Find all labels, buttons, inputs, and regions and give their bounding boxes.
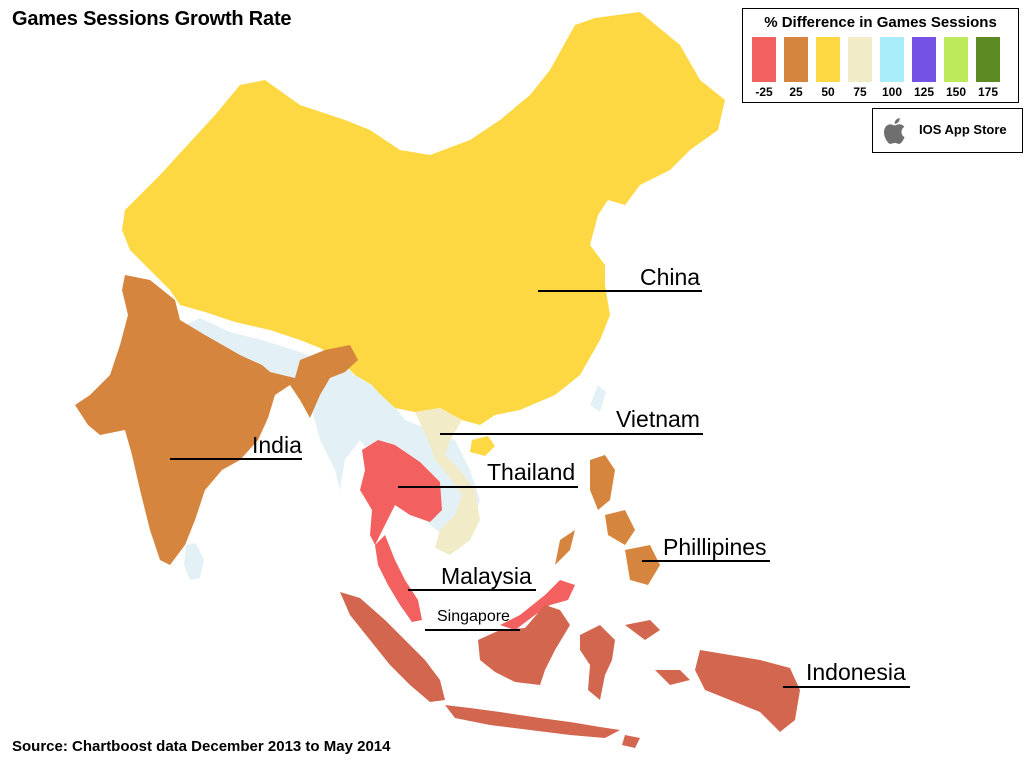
malaysia-borneo-region	[500, 580, 575, 630]
legend-tick-label: 175	[977, 85, 999, 99]
legend-tick-label: 150	[945, 85, 967, 99]
leader-lines	[170, 290, 910, 688]
legend-swatch	[912, 37, 936, 82]
map-title: Games Sessions Growth Rate	[12, 8, 292, 30]
label-indonesia: Indonesia	[806, 659, 906, 685]
apple-icon	[884, 118, 905, 144]
thailand-region	[360, 440, 442, 545]
legend-swatch	[944, 37, 968, 82]
legend-tick-label: 125	[913, 85, 935, 99]
store-label: IOS App Store	[919, 122, 1007, 137]
legend-swatch	[880, 37, 904, 82]
legend-swatch	[752, 37, 776, 82]
phillipines-region	[555, 455, 660, 585]
source-note: Source: Chartboost data December 2013 to…	[12, 738, 391, 755]
legend-title: % Difference in Games Sessions	[764, 14, 997, 31]
legend-ticks: -25 25 50 75 100 125 150 175	[752, 85, 1000, 99]
label-singapore: Singapore	[437, 608, 510, 625]
legend-tick-label: 75	[853, 85, 867, 99]
hainan-region	[470, 436, 495, 456]
legend-tick-label: 100	[881, 85, 903, 99]
malaysia-peninsula-region	[375, 535, 422, 622]
legend-swatch	[976, 37, 1000, 82]
legend-swatch	[848, 37, 872, 82]
china-region	[122, 12, 725, 425]
vietnam-region	[415, 408, 480, 555]
legend-swatches	[752, 37, 1000, 82]
label-phillipines: Phillipines	[663, 534, 767, 560]
legend: % Difference in Games Sessions -25 25 50…	[742, 8, 1019, 103]
label-china: China	[640, 264, 701, 290]
legend-swatch	[816, 37, 840, 82]
legend-tick-label: 50	[821, 85, 835, 99]
label-malaysia: Malaysia	[441, 563, 532, 589]
legend-tick-label: -25	[755, 85, 773, 99]
legend-tick-label: 25	[789, 85, 803, 99]
label-thailand: Thailand	[487, 459, 576, 485]
taiwan	[590, 385, 606, 412]
store-badge: IOS App Store	[872, 108, 1023, 153]
label-india: India	[252, 432, 302, 458]
india-region	[75, 275, 358, 565]
label-vietnam: Vietnam	[616, 406, 700, 432]
sri-lanka	[184, 543, 204, 580]
legend-swatch	[784, 37, 808, 82]
indonesia-region	[340, 592, 800, 748]
